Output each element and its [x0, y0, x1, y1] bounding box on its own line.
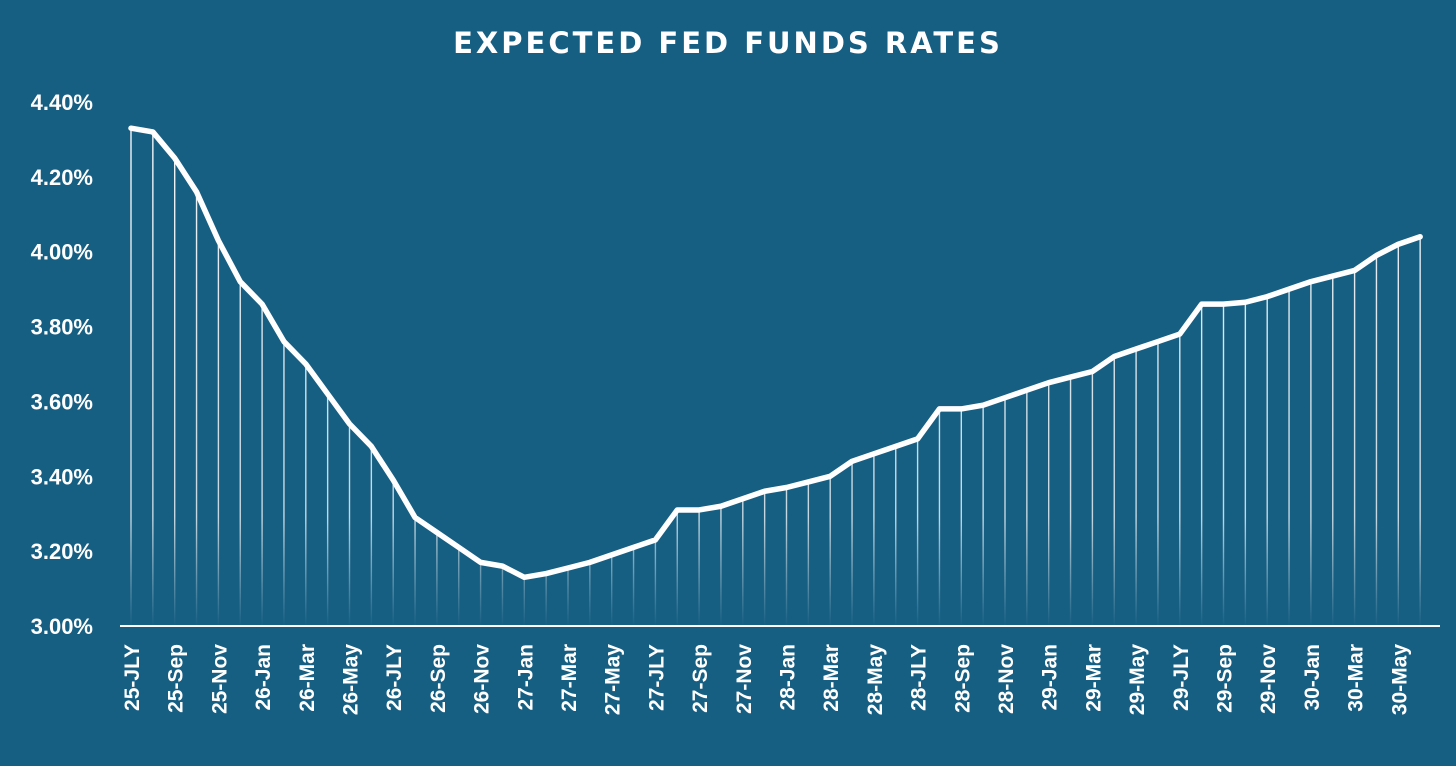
y-tick-label: 4.40% — [31, 90, 93, 115]
x-tick-label: 26-Sep — [427, 644, 450, 713]
x-tick-label: 29-Mar — [1082, 644, 1105, 712]
x-tick-label: 30-Mar — [1345, 644, 1368, 712]
x-axis-ticks: 25-JLY 25-Sep 25-Nov 26-Jan 26-Mar 26-May 26-J… — [121, 644, 1411, 716]
x-tick-label: 27-Nov — [733, 644, 756, 714]
x-tick-label: 28-Nov — [995, 644, 1018, 714]
chart-title: EXPECTED FED FUNDS RATES — [453, 26, 1003, 60]
x-tick-label: 30-May — [1388, 644, 1411, 716]
x-tick-label: 27-Mar — [558, 644, 581, 712]
x-tick-label: 26-May — [340, 644, 363, 716]
x-tick-label: 27-Jan — [514, 644, 537, 711]
y-tick-label: 3.80% — [31, 315, 93, 340]
y-axis-ticks: 3.00% 3.20% 3.40% 3.60% 3.80% 4.00% 4.20% 4.40% — [31, 90, 93, 639]
x-tick-label: 26-Jan — [252, 644, 275, 711]
x-tick-label: 26-Mar — [296, 644, 319, 712]
y-tick-label: 3.60% — [31, 389, 93, 414]
x-tick-label: 25-Sep — [165, 644, 188, 713]
x-tick-label: 27-Sep — [689, 644, 712, 713]
x-tick-label: 29-May — [1126, 644, 1149, 716]
x-tick-label: 28-Mar — [820, 644, 843, 712]
y-tick-label: 3.40% — [31, 464, 93, 489]
x-tick-label: 26-Nov — [471, 644, 494, 714]
x-tick-label: 28-May — [864, 644, 887, 716]
y-tick-label: 4.20% — [31, 165, 93, 190]
x-tick-label: 27-JLY — [645, 644, 668, 711]
series-line — [128, 125, 1423, 581]
y-tick-label: 3.00% — [31, 614, 93, 639]
x-tick-label: 28-Jan — [777, 644, 800, 711]
x-tick-label: 28-Sep — [951, 644, 974, 713]
x-tick-label: 27-May — [602, 644, 625, 716]
x-tick-label: 25-JLY — [121, 644, 144, 711]
x-tick-label: 30-Jan — [1301, 644, 1324, 711]
drop-lines — [130, 128, 1421, 626]
x-tick-label: 26-JLY — [383, 644, 406, 711]
y-tick-label: 4.00% — [31, 240, 93, 265]
y-tick-label: 3.20% — [31, 539, 93, 564]
x-tick-label: 25-Nov — [208, 644, 231, 714]
x-tick-label: 29-Nov — [1257, 644, 1280, 714]
x-tick-label: 29-Jan — [1039, 644, 1062, 711]
x-tick-label: 29-Sep — [1214, 644, 1237, 713]
x-tick-label: 29-JLY — [1170, 644, 1193, 711]
x-tick-label: 28-JLY — [908, 644, 931, 711]
